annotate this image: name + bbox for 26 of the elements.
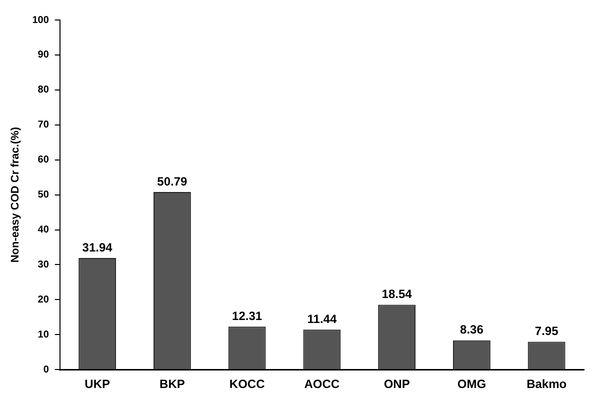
data-label: 18.54 xyxy=(382,287,412,302)
x-tick-label: KOCC xyxy=(229,377,266,392)
y-tick-label: 60 xyxy=(38,154,50,166)
data-label: 7.95 xyxy=(534,324,559,338)
data-label: 11.44 xyxy=(307,312,337,326)
y-tick-label: 70 xyxy=(38,120,50,131)
x-tick-label: OMG xyxy=(457,377,486,392)
y-tick-label: 0 xyxy=(43,364,50,376)
x-tick-label: BKP xyxy=(160,377,185,392)
data-label: 8.36 xyxy=(460,322,484,337)
x-tick-label: ONP xyxy=(384,377,410,392)
y-tick-label: 10 xyxy=(38,329,50,340)
data-label: 50.79 xyxy=(157,174,188,188)
x-tick-label: Bakmo xyxy=(526,377,567,392)
y-tick-label: 20 xyxy=(38,294,50,306)
x-tick-label: AOCC xyxy=(304,377,340,392)
y-tick-label: 40 xyxy=(38,224,50,236)
x-tick-label: UKP xyxy=(84,377,110,392)
y-tick-label: 90 xyxy=(38,50,50,61)
y-tick-label: 80 xyxy=(38,84,50,96)
y-axis-title: Non-easy COD Cr frac.(%) xyxy=(10,126,22,263)
y-tick-label: 50 xyxy=(38,190,50,201)
y-tick-label: 30 xyxy=(38,259,50,270)
data-label: 31.94 xyxy=(82,240,113,254)
data-label: 12.31 xyxy=(232,308,262,323)
y-tick-label: 100 xyxy=(32,14,50,26)
